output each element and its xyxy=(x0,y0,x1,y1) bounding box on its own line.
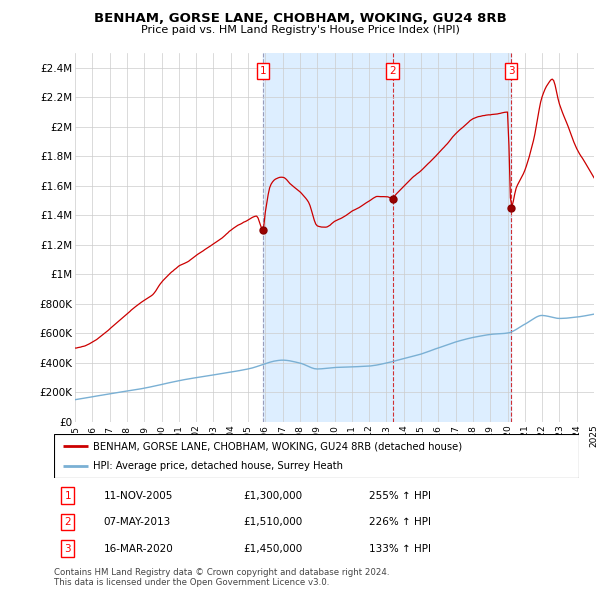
Text: 255% ↑ HPI: 255% ↑ HPI xyxy=(369,491,431,501)
Text: 2: 2 xyxy=(389,66,396,76)
Text: 2: 2 xyxy=(64,517,71,527)
Text: BENHAM, GORSE LANE, CHOBHAM, WOKING, GU24 8RB (detached house): BENHAM, GORSE LANE, CHOBHAM, WOKING, GU2… xyxy=(94,441,463,451)
Bar xyxy=(263,53,511,422)
Text: 07-MAY-2013: 07-MAY-2013 xyxy=(104,517,171,527)
Text: BENHAM, GORSE LANE, CHOBHAM, WOKING, GU24 8RB: BENHAM, GORSE LANE, CHOBHAM, WOKING, GU2… xyxy=(94,12,506,25)
Text: £1,510,000: £1,510,000 xyxy=(243,517,302,527)
Text: 3: 3 xyxy=(64,543,71,553)
Text: 3: 3 xyxy=(508,66,514,76)
Text: HPI: Average price, detached house, Surrey Heath: HPI: Average price, detached house, Surr… xyxy=(94,461,343,470)
Text: Price paid vs. HM Land Registry's House Price Index (HPI): Price paid vs. HM Land Registry's House … xyxy=(140,25,460,35)
Text: 1: 1 xyxy=(64,491,71,501)
Text: 11-NOV-2005: 11-NOV-2005 xyxy=(104,491,173,501)
Text: 226% ↑ HPI: 226% ↑ HPI xyxy=(369,517,431,527)
Text: 133% ↑ HPI: 133% ↑ HPI xyxy=(369,543,431,553)
Text: £1,450,000: £1,450,000 xyxy=(243,543,302,553)
Text: £1,300,000: £1,300,000 xyxy=(243,491,302,501)
Text: 16-MAR-2020: 16-MAR-2020 xyxy=(104,543,173,553)
Text: Contains HM Land Registry data © Crown copyright and database right 2024.
This d: Contains HM Land Registry data © Crown c… xyxy=(54,568,389,587)
Text: 1: 1 xyxy=(260,66,266,76)
